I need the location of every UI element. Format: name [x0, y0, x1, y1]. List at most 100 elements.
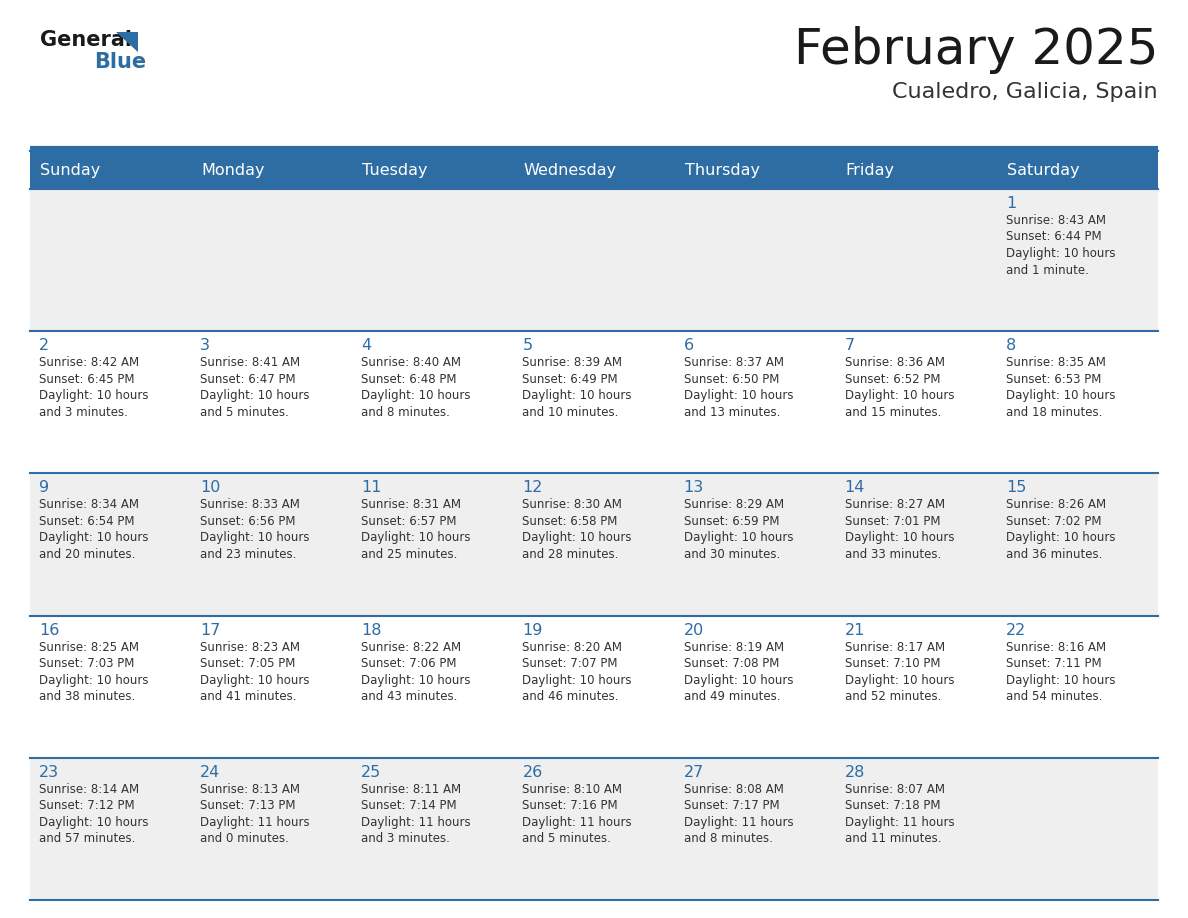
Text: Sunset: 7:05 PM: Sunset: 7:05 PM	[200, 657, 296, 670]
Text: Sunset: 7:07 PM: Sunset: 7:07 PM	[523, 657, 618, 670]
Text: 13: 13	[683, 480, 703, 496]
Text: and 43 minutes.: and 43 minutes.	[361, 690, 457, 703]
Text: Cualedro, Galicia, Spain: Cualedro, Galicia, Spain	[892, 82, 1158, 102]
Text: and 11 minutes.: and 11 minutes.	[845, 833, 941, 845]
Text: Sunrise: 8:29 AM: Sunrise: 8:29 AM	[683, 498, 784, 511]
Text: Sunset: 6:50 PM: Sunset: 6:50 PM	[683, 373, 779, 386]
Text: 6: 6	[683, 338, 694, 353]
Text: Sunset: 7:10 PM: Sunset: 7:10 PM	[845, 657, 940, 670]
Text: 7: 7	[845, 338, 855, 353]
Text: General: General	[40, 30, 132, 50]
Text: Daylight: 10 hours: Daylight: 10 hours	[683, 532, 794, 544]
Text: and 3 minutes.: and 3 minutes.	[361, 833, 450, 845]
Text: Daylight: 10 hours: Daylight: 10 hours	[361, 389, 470, 402]
Text: Sunset: 6:53 PM: Sunset: 6:53 PM	[1006, 373, 1101, 386]
Text: 8: 8	[1006, 338, 1016, 353]
Text: Sunset: 6:48 PM: Sunset: 6:48 PM	[361, 373, 456, 386]
Text: Sunset: 6:59 PM: Sunset: 6:59 PM	[683, 515, 779, 528]
Text: Sunrise: 8:39 AM: Sunrise: 8:39 AM	[523, 356, 623, 369]
Text: Sunrise: 8:34 AM: Sunrise: 8:34 AM	[39, 498, 139, 511]
Text: 25: 25	[361, 765, 381, 779]
Text: 20: 20	[683, 622, 703, 638]
Text: Tuesday: Tuesday	[362, 162, 428, 177]
Text: Sunset: 7:02 PM: Sunset: 7:02 PM	[1006, 515, 1101, 528]
Text: Sunset: 7:06 PM: Sunset: 7:06 PM	[361, 657, 456, 670]
Text: 10: 10	[200, 480, 221, 496]
Text: and 30 minutes.: and 30 minutes.	[683, 548, 779, 561]
Text: and 33 minutes.: and 33 minutes.	[845, 548, 941, 561]
Text: and 23 minutes.: and 23 minutes.	[200, 548, 297, 561]
Text: 28: 28	[845, 765, 865, 779]
Text: Daylight: 11 hours: Daylight: 11 hours	[845, 816, 954, 829]
Text: Sunrise: 8:17 AM: Sunrise: 8:17 AM	[845, 641, 944, 654]
Text: Sunrise: 8:30 AM: Sunrise: 8:30 AM	[523, 498, 623, 511]
Text: Sunset: 7:12 PM: Sunset: 7:12 PM	[39, 800, 134, 812]
Text: Sunrise: 8:27 AM: Sunrise: 8:27 AM	[845, 498, 944, 511]
Text: and 54 minutes.: and 54 minutes.	[1006, 690, 1102, 703]
Text: and 0 minutes.: and 0 minutes.	[200, 833, 289, 845]
Text: Daylight: 10 hours: Daylight: 10 hours	[1006, 532, 1116, 544]
Text: Thursday: Thursday	[684, 162, 759, 177]
Text: and 13 minutes.: and 13 minutes.	[683, 406, 781, 419]
Text: Daylight: 10 hours: Daylight: 10 hours	[523, 389, 632, 402]
Text: Daylight: 10 hours: Daylight: 10 hours	[523, 674, 632, 687]
Text: 24: 24	[200, 765, 221, 779]
Text: 3: 3	[200, 338, 210, 353]
Text: Sunrise: 8:36 AM: Sunrise: 8:36 AM	[845, 356, 944, 369]
Text: Sunrise: 8:40 AM: Sunrise: 8:40 AM	[361, 356, 461, 369]
Text: Sunrise: 8:43 AM: Sunrise: 8:43 AM	[1006, 214, 1106, 227]
Text: and 49 minutes.: and 49 minutes.	[683, 690, 781, 703]
Bar	[30, 474, 1158, 616]
Text: and 57 minutes.: and 57 minutes.	[39, 833, 135, 845]
Text: and 8 minutes.: and 8 minutes.	[361, 406, 450, 419]
Text: Sunset: 7:03 PM: Sunset: 7:03 PM	[39, 657, 134, 670]
Text: Daylight: 11 hours: Daylight: 11 hours	[523, 816, 632, 829]
Text: Sunset: 6:58 PM: Sunset: 6:58 PM	[523, 515, 618, 528]
Text: Daylight: 10 hours: Daylight: 10 hours	[845, 674, 954, 687]
Text: 14: 14	[845, 480, 865, 496]
Text: February 2025: February 2025	[794, 26, 1158, 74]
Text: Sunrise: 8:35 AM: Sunrise: 8:35 AM	[1006, 356, 1106, 369]
Text: Daylight: 10 hours: Daylight: 10 hours	[200, 532, 310, 544]
Text: Daylight: 11 hours: Daylight: 11 hours	[361, 816, 470, 829]
Text: Saturday: Saturday	[1007, 162, 1080, 177]
Text: Sunset: 6:47 PM: Sunset: 6:47 PM	[200, 373, 296, 386]
Text: Sunset: 6:54 PM: Sunset: 6:54 PM	[39, 515, 134, 528]
Text: and 25 minutes.: and 25 minutes.	[361, 548, 457, 561]
Text: Sunset: 7:16 PM: Sunset: 7:16 PM	[523, 800, 618, 812]
Text: Sunrise: 8:20 AM: Sunrise: 8:20 AM	[523, 641, 623, 654]
Text: Sunrise: 8:33 AM: Sunrise: 8:33 AM	[200, 498, 301, 511]
Text: Sunrise: 8:11 AM: Sunrise: 8:11 AM	[361, 783, 461, 796]
Text: and 3 minutes.: and 3 minutes.	[39, 406, 128, 419]
Text: Sunset: 6:44 PM: Sunset: 6:44 PM	[1006, 230, 1101, 243]
Text: Daylight: 10 hours: Daylight: 10 hours	[39, 674, 148, 687]
Text: Sunset: 7:17 PM: Sunset: 7:17 PM	[683, 800, 779, 812]
Text: 26: 26	[523, 765, 543, 779]
Text: and 10 minutes.: and 10 minutes.	[523, 406, 619, 419]
Text: 19: 19	[523, 622, 543, 638]
Text: Sunset: 7:01 PM: Sunset: 7:01 PM	[845, 515, 940, 528]
Text: Sunset: 6:52 PM: Sunset: 6:52 PM	[845, 373, 940, 386]
Text: and 38 minutes.: and 38 minutes.	[39, 690, 135, 703]
Text: Daylight: 10 hours: Daylight: 10 hours	[200, 389, 310, 402]
Text: 16: 16	[39, 622, 59, 638]
Text: Sunday: Sunday	[40, 162, 100, 177]
Polygon shape	[116, 32, 138, 52]
Text: and 15 minutes.: and 15 minutes.	[845, 406, 941, 419]
Text: and 8 minutes.: and 8 minutes.	[683, 833, 772, 845]
Text: Daylight: 10 hours: Daylight: 10 hours	[39, 532, 148, 544]
Text: Monday: Monday	[201, 162, 265, 177]
Text: Wednesday: Wednesday	[524, 162, 617, 177]
Text: Sunset: 7:08 PM: Sunset: 7:08 PM	[683, 657, 779, 670]
Bar	[30, 151, 1158, 189]
Text: Sunrise: 8:23 AM: Sunrise: 8:23 AM	[200, 641, 301, 654]
Text: Daylight: 10 hours: Daylight: 10 hours	[200, 674, 310, 687]
Bar	[30, 616, 1158, 757]
Text: 27: 27	[683, 765, 703, 779]
Text: 17: 17	[200, 622, 221, 638]
Text: Sunrise: 8:14 AM: Sunrise: 8:14 AM	[39, 783, 139, 796]
Text: 9: 9	[39, 480, 49, 496]
Text: 12: 12	[523, 480, 543, 496]
Text: Friday: Friday	[846, 162, 895, 177]
Text: Sunset: 7:11 PM: Sunset: 7:11 PM	[1006, 657, 1101, 670]
